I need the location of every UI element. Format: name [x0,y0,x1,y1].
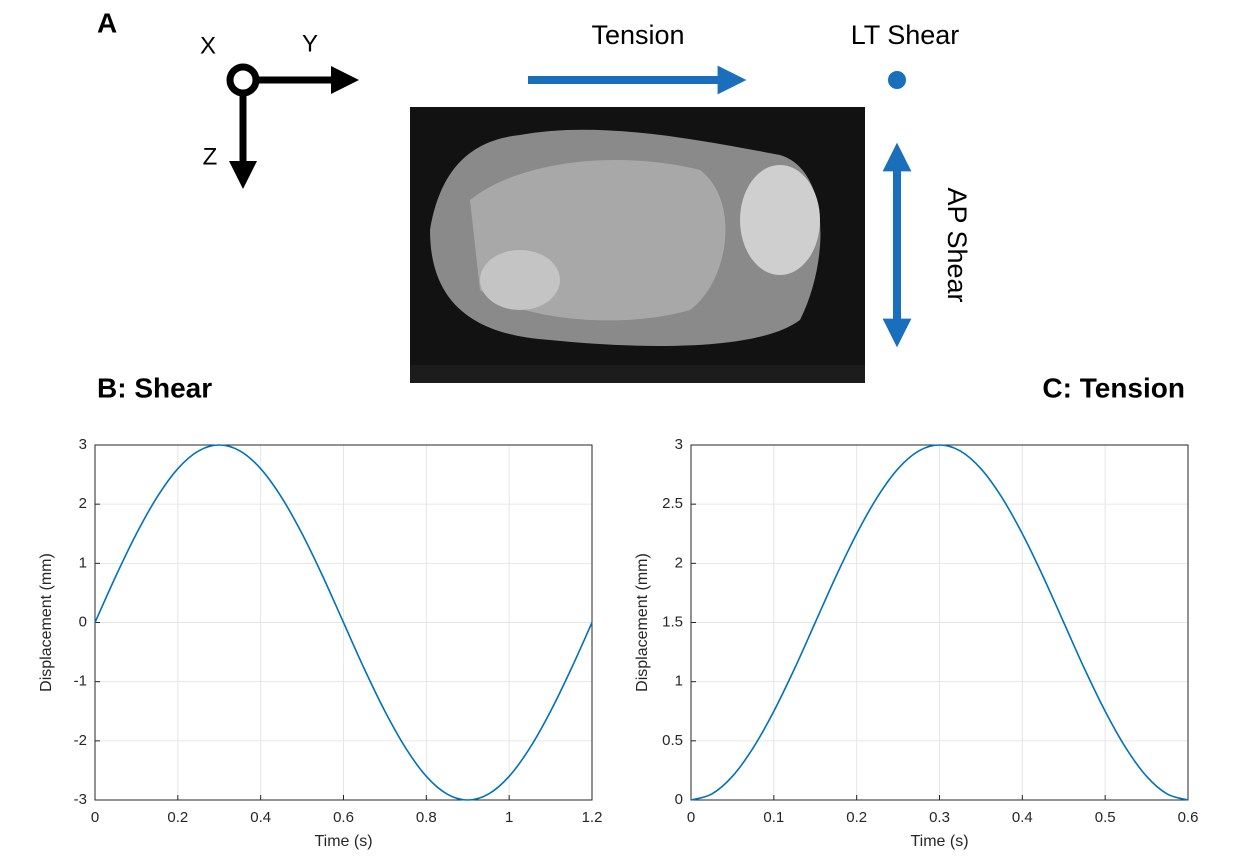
axis-y-label: Y [302,30,318,57]
y-tick-label: 1 [79,554,87,571]
x-tick-label: 0.2 [846,809,867,826]
y-tick-label: 0.5 [662,732,683,749]
x-tick-label: 1.2 [582,809,603,826]
y-tick-label: -2 [74,732,87,749]
x-tick-label: 0 [687,809,695,826]
data-line [690,444,1189,801]
coordinate-axes [226,63,359,189]
x-tick-label: 0.6 [333,809,354,826]
x-tick-label: 0 [91,809,99,826]
y-tick-label: 1 [675,673,683,690]
x-tick-label: 0.4 [250,809,271,826]
y-axis-label: Displacement (mm) [38,553,55,692]
lt-shear-label: LT Shear [851,20,960,50]
lt-shear-dot [888,71,906,89]
x-tick-label: 1 [505,809,513,826]
y-tick-label: -1 [74,673,87,690]
y-tick-label: 3 [79,436,87,453]
y-tick-label: 0 [79,613,87,630]
axis-z-label: Z [203,143,218,170]
y-tick-label: 3 [675,436,683,453]
data-line [94,444,593,801]
x-tick-label: 0.6 [1178,809,1199,826]
ap-shear-label: AP Shear [942,187,972,302]
x-tick-label: 0.2 [167,809,188,826]
y-tick-label: 1.5 [662,613,683,630]
chart-title: C: Tension [1042,372,1185,403]
x-axis-label: Time (s) [314,833,372,850]
y-tick-label: 2 [79,495,87,512]
y-axis-label: Displacement (mm) [634,553,651,692]
y-tick-label: -3 [74,791,87,808]
x-tick-label: 0.5 [1095,809,1116,826]
x-tick-label: 0.3 [929,809,950,826]
x-tick-label: 0.1 [763,809,784,826]
x-tick-label: 0.8 [416,809,437,826]
x-axis-label: Time (s) [910,833,968,850]
chart-title: B: Shear [97,372,212,403]
specimen-photo [410,107,865,383]
axis-x-label: X [200,32,216,59]
tension-label: Tension [591,20,684,50]
y-tick-label: 0 [675,791,683,808]
y-tick-label: 2 [675,554,683,571]
x-tick-label: 0.4 [1012,809,1033,826]
y-tick-label: 2.5 [662,495,683,512]
panel-label: A [97,7,117,38]
